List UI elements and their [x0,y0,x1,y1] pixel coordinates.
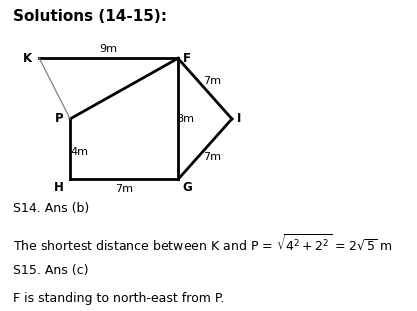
Text: 7m: 7m [203,76,221,86]
Text: G: G [183,181,192,194]
Text: P: P [55,112,64,125]
Text: S14. Ans (b): S14. Ans (b) [13,202,89,215]
Text: H: H [54,181,64,194]
Text: S15. Ans (c): S15. Ans (c) [13,264,88,277]
Text: 7m: 7m [115,183,133,193]
Text: F: F [183,52,191,65]
Text: 9m: 9m [100,44,118,54]
Text: 4m: 4m [70,147,88,157]
Text: F is standing to north-east from P.: F is standing to north-east from P. [13,292,224,305]
Text: The shortest distance between K and P = $\sqrt{4^2+2^2}$ = 2$\sqrt{5}$ m: The shortest distance between K and P = … [13,233,392,253]
Text: 7m: 7m [203,152,221,162]
Text: Solutions (14-15):: Solutions (14-15): [13,9,166,24]
Text: K: K [23,52,32,65]
Text: 8m: 8m [177,114,195,124]
Text: I: I [236,112,241,125]
